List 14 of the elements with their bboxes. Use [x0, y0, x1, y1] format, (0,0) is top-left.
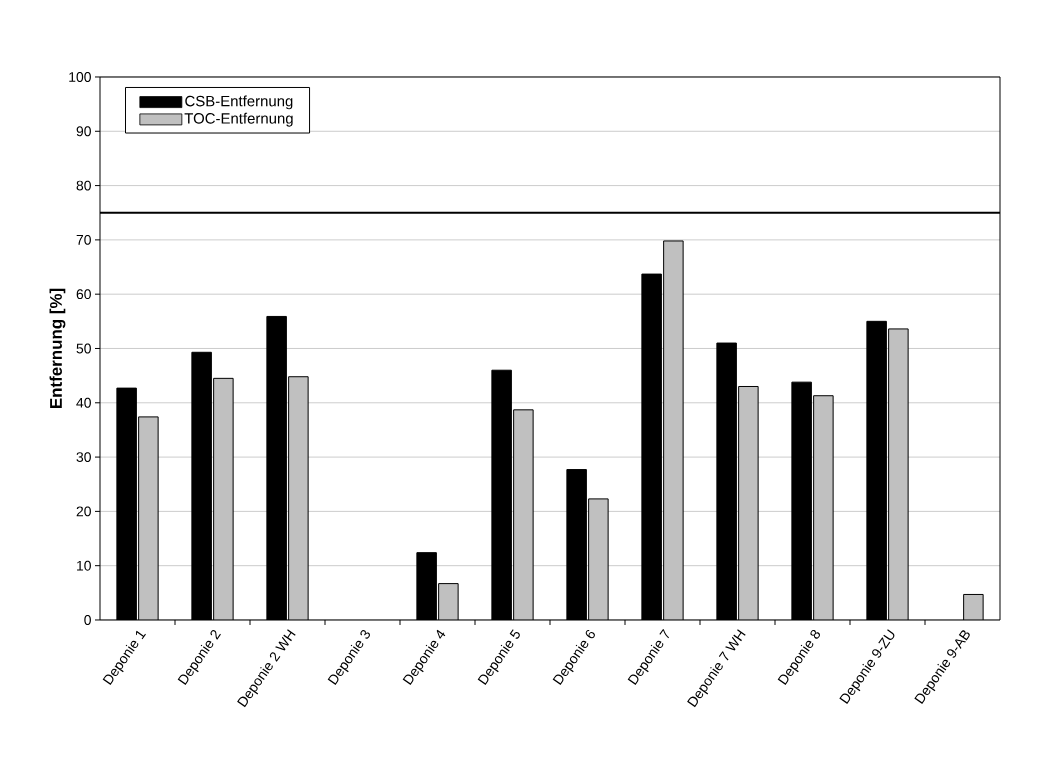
y-tick-label: 50: [76, 343, 91, 354]
y-tick-label: 30: [76, 452, 91, 463]
y-axis-title: Entfernung [%]: [49, 288, 66, 409]
y-tick-label: 80: [76, 180, 91, 191]
y-tick-label: 90: [76, 126, 91, 137]
y-tick-label: 10: [77, 560, 91, 571]
legend-label: TOC-Entfernung: [184, 112, 293, 127]
y-tick-label: 100: [69, 72, 91, 82]
y-tick-label: 20: [76, 506, 91, 517]
y-tick-label: 70: [76, 234, 91, 245]
y-tick-label: 40: [76, 397, 91, 408]
y-tick-label: 60: [76, 289, 91, 300]
y-tick-label: 0: [84, 615, 91, 625]
legend-label: CSB-Entfernung: [185, 95, 293, 110]
